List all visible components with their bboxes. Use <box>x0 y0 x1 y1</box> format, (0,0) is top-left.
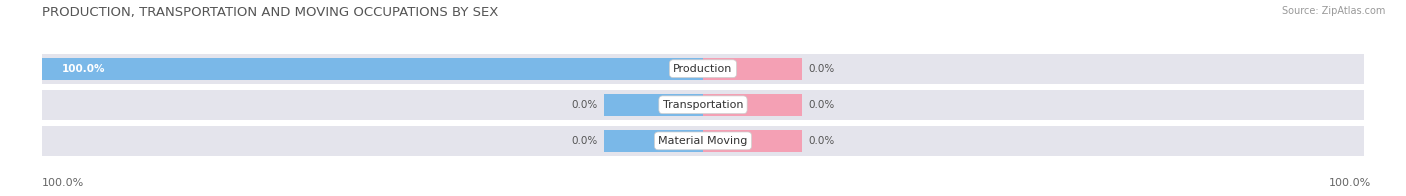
Bar <box>703 94 801 116</box>
Text: 0.0%: 0.0% <box>808 64 835 74</box>
Text: Source: ZipAtlas.com: Source: ZipAtlas.com <box>1281 6 1385 16</box>
Text: 100.0%: 100.0% <box>62 64 105 74</box>
Bar <box>42 90 1364 120</box>
Text: 100.0%: 100.0% <box>42 178 84 188</box>
Bar <box>605 57 703 80</box>
Text: 0.0%: 0.0% <box>571 136 598 146</box>
Bar <box>605 94 703 116</box>
Bar <box>605 57 703 80</box>
Text: 0.0%: 0.0% <box>571 100 598 110</box>
Text: Production: Production <box>673 64 733 74</box>
Text: 0.0%: 0.0% <box>808 100 835 110</box>
Bar <box>703 130 801 152</box>
Text: Material Moving: Material Moving <box>658 136 748 146</box>
Bar <box>42 57 603 80</box>
Bar <box>42 126 1364 156</box>
Text: PRODUCTION, TRANSPORTATION AND MOVING OCCUPATIONS BY SEX: PRODUCTION, TRANSPORTATION AND MOVING OC… <box>42 6 499 19</box>
Bar <box>42 54 1364 84</box>
Bar <box>703 57 801 80</box>
Bar <box>605 130 703 152</box>
Text: Transportation: Transportation <box>662 100 744 110</box>
Text: 0.0%: 0.0% <box>808 136 835 146</box>
Text: 100.0%: 100.0% <box>1329 178 1371 188</box>
